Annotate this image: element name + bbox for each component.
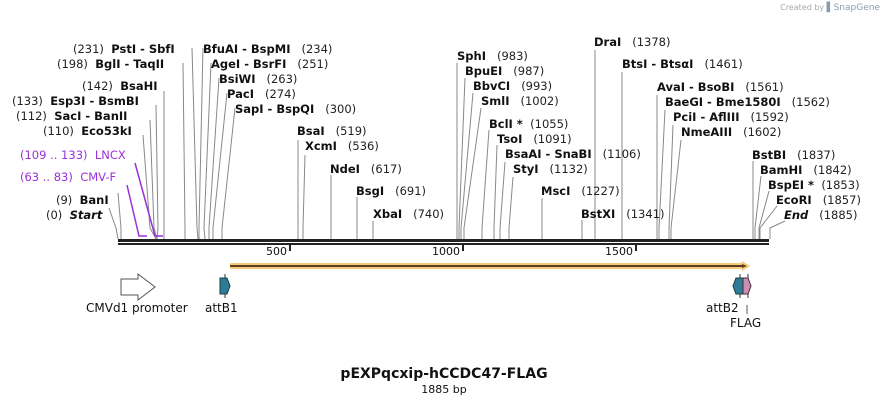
enzyme-bclI[interactable]: BclI * (1055) bbox=[489, 117, 569, 131]
enzyme-nmeAIII[interactable]: NmeAIII (1602) bbox=[681, 125, 782, 139]
enzyme-bbvCI[interactable]: BbvCI (993) bbox=[473, 79, 553, 93]
enzyme-avaI-bsoBI[interactable]: AvaI - BsoBI (1561) bbox=[657, 80, 784, 94]
enzyme-bsaI[interactable]: BsaI (519) bbox=[297, 124, 367, 138]
enzyme-smlI[interactable]: SmlI (1002) bbox=[481, 94, 559, 108]
enzyme-mscI[interactable]: MscI (1227) bbox=[541, 184, 620, 198]
enzyme-xcmI[interactable]: XcmI (536) bbox=[305, 139, 379, 153]
tick-1000 bbox=[462, 245, 464, 251]
tick-label-500: 500 bbox=[266, 245, 287, 258]
enzyme-bspEI[interactable]: BspEI * (1853) bbox=[768, 178, 860, 192]
enzyme-bsaAI-snaBI[interactable]: BsaAI - SnaBI (1106) bbox=[505, 147, 641, 161]
backbone-top-strand bbox=[118, 239, 769, 242]
enzyme-bpuEI[interactable]: BpuEI (987) bbox=[465, 64, 545, 78]
primer-cmv-f[interactable] bbox=[126, 184, 147, 237]
tick-label-1000: 1000 bbox=[432, 245, 460, 258]
enzyme-bsaHI[interactable]: (142) BsaHI bbox=[82, 79, 158, 93]
cut-site-lines bbox=[108, 47, 786, 240]
feature-label-attb2[interactable]: attB2 bbox=[706, 301, 739, 315]
enzyme-sacI-banII[interactable]: (112) SacI - BanII bbox=[16, 109, 128, 123]
enzyme-ndeI[interactable]: NdeI (617) bbox=[330, 162, 402, 176]
enzyme-bamHI[interactable]: BamHI (1842) bbox=[760, 163, 852, 177]
enzyme-esp3I-bsmBI[interactable]: (133) Esp3I - BsmBI bbox=[12, 94, 139, 108]
feature-label-flag[interactable]: FLAG bbox=[730, 316, 762, 330]
enzyme-banI[interactable]: (9) BanI bbox=[56, 193, 109, 207]
enzyme-pciI-aflIII[interactable]: PciI - AflIII (1592) bbox=[673, 110, 789, 124]
tick-500 bbox=[289, 245, 291, 251]
enzyme-bfuAI-bspMI[interactable]: BfuAI - BspMI (234) bbox=[203, 42, 333, 56]
enzyme-tsoI[interactable]: TsoI (1091) bbox=[497, 132, 572, 146]
feature-label-attb1[interactable]: attB1 bbox=[205, 301, 238, 315]
enzyme-eco53kI[interactable]: (110) Eco53kI bbox=[43, 124, 132, 138]
tick-1500 bbox=[635, 245, 637, 251]
enzyme-bstBI[interactable]: BstBI (1837) bbox=[752, 148, 836, 162]
enzyme-styI[interactable]: StyI (1132) bbox=[513, 162, 588, 176]
promoter-arrow-icon[interactable] bbox=[120, 272, 156, 302]
snapgene-credit: Created by ▌SnapGene bbox=[780, 3, 880, 13]
attb2-feature[interactable] bbox=[732, 274, 744, 298]
enzyme-sapI-bspQI[interactable]: SapI - BspQI (300) bbox=[235, 102, 357, 116]
tick-label-1500: 1500 bbox=[605, 245, 633, 258]
primer-label-lncx[interactable]: (109 .. 133) LNCX bbox=[20, 148, 126, 162]
map-start-label: (0) Start bbox=[46, 208, 103, 222]
map-end-label: End (1885) bbox=[784, 208, 858, 222]
enzyme-bglI-taqII[interactable]: (198) BglI - TaqII bbox=[57, 57, 165, 71]
enzyme-btsI-btsaI[interactable]: BtsI - BtsαI (1461) bbox=[622, 57, 743, 71]
enzyme-ecoRI[interactable]: EcoRI (1857) bbox=[776, 193, 861, 207]
primer-lncx[interactable] bbox=[134, 162, 163, 237]
credit-prefix: Created by bbox=[780, 3, 825, 12]
plasmid-title: pEXPqcxip-hCCDC47-FLAG bbox=[340, 366, 548, 382]
enzyme-xbaI[interactable]: XbaI (740) bbox=[373, 207, 445, 221]
enzyme-bsgI[interactable]: BsgI (691) bbox=[356, 184, 427, 198]
backbone-bottom-strand bbox=[118, 243, 769, 245]
plasmid-length: 1885 bp bbox=[421, 383, 467, 396]
enzyme-draI[interactable]: DraI (1378) bbox=[594, 35, 671, 49]
enzyme-pstI-sbfI[interactable]: (231) PstI - SbfI bbox=[73, 42, 175, 56]
enzyme-bstXI[interactable]: BstXI (1341) bbox=[581, 207, 665, 221]
attb1-feature[interactable] bbox=[219, 274, 231, 298]
flag-feature[interactable] bbox=[742, 274, 752, 314]
snapgene-logo-icon: ▌ bbox=[826, 3, 834, 13]
credit-brand: SnapGene bbox=[833, 3, 880, 13]
feature-label-cmvd1-promoter[interactable]: CMVd1 promoter bbox=[86, 301, 188, 315]
enzyme-baeGI-bme1580I[interactable]: BaeGI - Bme1580I (1562) bbox=[665, 95, 830, 109]
enzyme-bsiWI[interactable]: BsiWI (263) bbox=[219, 72, 298, 86]
primer-label-cmv-f[interactable]: (63 .. 83) CMV-F bbox=[20, 170, 117, 184]
enzyme-ageI-bsrFI[interactable]: AgeI - BsrFI (251) bbox=[211, 57, 329, 71]
enzyme-pacI[interactable]: PacI (274) bbox=[227, 87, 296, 101]
enzyme-sphI[interactable]: SphI (983) bbox=[457, 49, 528, 63]
orf-arrow[interactable] bbox=[230, 261, 750, 271]
